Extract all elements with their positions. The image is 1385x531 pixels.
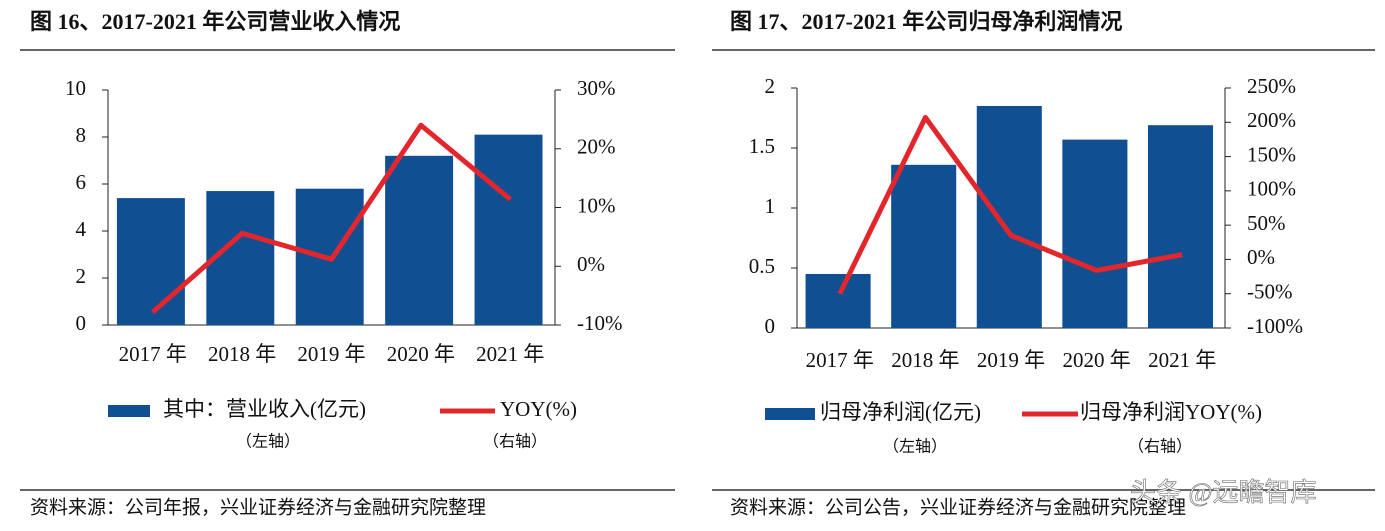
y2-tick-label: 0%: [577, 252, 605, 276]
chart-title: 图 16、2017-2021 年公司营业收入情况: [30, 9, 400, 34]
y2-tick-label: -100%: [1247, 314, 1303, 338]
chart-title: 图 17、2017-2021 年公司归母净利润情况: [730, 9, 1122, 34]
bar: [1062, 139, 1128, 328]
y-tick-label: 2: [765, 74, 776, 98]
x-tick-label: 2018 年: [208, 342, 276, 366]
source: 资料来源：公司年报，兴业证券经济与金融研究院整理: [30, 496, 486, 518]
bar: [385, 155, 454, 325]
y-tick-label: 0: [765, 314, 776, 338]
x-tick-label: 2021 年: [1148, 348, 1216, 372]
y2-tick-label: 150%: [1247, 142, 1296, 166]
legend-note: （右轴）: [483, 433, 547, 451]
y2-tick-label: 100%: [1247, 177, 1296, 201]
y-tick-label: 1: [765, 194, 776, 218]
x-tick-label: 2017 年: [119, 342, 187, 366]
y2-tick-label: -50%: [1247, 280, 1293, 304]
legend-label: 归母净利润YOY(%): [1080, 400, 1262, 424]
y-tick-label: 8: [76, 123, 87, 147]
legend-label: YOY(%): [500, 397, 577, 421]
legend-swatch: [108, 405, 150, 417]
y2-tick-label: 0%: [1247, 245, 1275, 269]
x-tick-label: 2019 年: [297, 342, 365, 366]
x-tick-label: 2017 年: [806, 348, 874, 372]
y-tick-label: 1.5: [749, 134, 775, 158]
x-tick-label: 2020 年: [1062, 348, 1130, 372]
y2-tick-label: 50%: [1247, 211, 1286, 235]
bar: [116, 198, 185, 325]
x-tick-label: 2019 年: [977, 348, 1045, 372]
y-tick-label: 10: [65, 76, 86, 100]
legend-label: 其中：营业收入(亿元): [163, 397, 366, 421]
y2-tick-label: 250%: [1247, 74, 1296, 98]
source: 资料来源：公司公告，兴业证券经济与金融研究院整理: [730, 496, 1186, 518]
legend-note: （左轴）: [883, 438, 947, 456]
y2-tick-label: 30%: [577, 76, 616, 100]
y-tick-label: 0.5: [749, 254, 775, 278]
legend-swatch: [765, 408, 815, 420]
line: [837, 114, 1183, 295]
y2-tick-label: 200%: [1247, 108, 1296, 132]
y-tick-label: 4: [76, 217, 87, 241]
y2-tick-label: 10%: [577, 193, 616, 217]
y2-tick-label: -10%: [577, 311, 623, 335]
bar: [976, 106, 1042, 328]
bar: [805, 274, 871, 328]
legend-note: （左轴）: [236, 433, 300, 451]
y-tick-label: 2: [76, 264, 87, 288]
y2-tick-label: 20%: [577, 135, 616, 159]
y-tick-label: 0: [76, 311, 87, 335]
bar: [474, 134, 543, 325]
y-tick-label: 6: [76, 170, 87, 194]
x-tick-label: 2021 年: [476, 342, 544, 366]
bar: [1147, 125, 1214, 328]
bar: [891, 164, 957, 328]
watermark: 头条 @远瞻智库: [1130, 478, 1316, 507]
x-tick-label: 2020 年: [387, 342, 455, 366]
legend-note: （右轴）: [1128, 438, 1192, 456]
legend-label: 归母净利润(亿元): [820, 400, 981, 424]
line: [151, 122, 512, 314]
x-tick-label: 2018 年: [891, 348, 959, 372]
